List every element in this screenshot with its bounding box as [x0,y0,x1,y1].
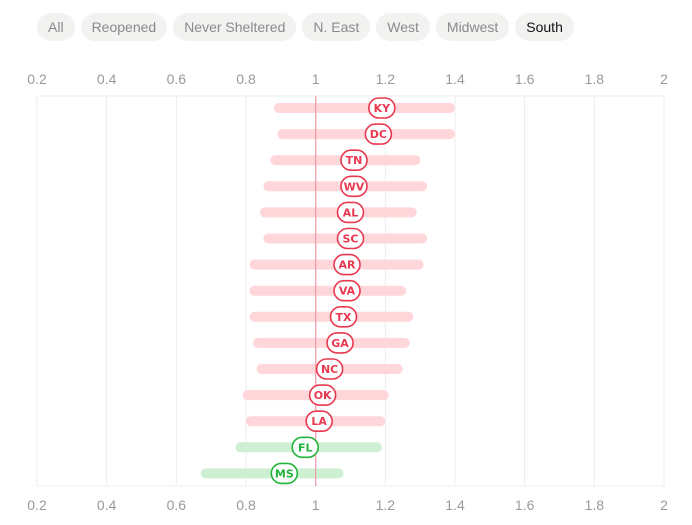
state-label: AR [339,259,357,272]
x-tick-label-bottom: 1.4 [445,497,465,513]
x-tick-label-top: 0.2 [27,71,47,87]
x-tick-label-bottom: 1 [312,497,320,513]
state-label: MS [275,467,294,480]
state-label: SC [343,233,359,246]
x-tick-label-top: 1.6 [515,71,535,87]
value-marker [291,436,320,459]
filter-never-sheltered[interactable]: Never Sheltered [173,13,297,41]
value-marker [364,123,393,145]
x-tick-label-top: 2 [660,71,668,87]
state-label: OK [314,389,332,402]
state-label: DC [370,128,387,141]
x-tick-label-top: 0.4 [97,71,117,87]
filter-midwest[interactable]: Midwest [435,13,510,41]
region-filter-bar: All Reopened Never Sheltered N. East West Mid… [37,13,574,41]
x-tick-label-bottom: 0.8 [236,497,256,513]
range-bar [249,285,407,296]
value-marker [326,332,354,354]
state-label: TX [336,311,353,324]
filter-west[interactable]: West [376,13,430,41]
x-tick-label-bottom: 1.6 [515,497,535,513]
x-tick-label-top: 1.4 [445,71,465,87]
filter-all[interactable]: All [37,13,75,41]
x-tick-label-bottom: 2 [660,497,668,513]
x-tick-label-bottom: 0.6 [167,497,187,513]
x-tick-label-top: 0.6 [167,71,187,87]
state-label: AL [343,206,359,219]
value-marker [336,227,365,250]
filter-south[interactable]: South [515,13,574,41]
x-tick-label-top: 0.8 [236,71,256,87]
state-label: GA [331,337,349,350]
value-marker [270,462,299,485]
data-row-ky[interactable] [273,103,455,113]
x-tick-label-top: 1.2 [376,71,396,87]
x-tick-label-bottom: 0.2 [27,497,47,513]
value-marker [333,253,361,276]
range-bar [273,103,455,113]
state-label: NC [321,363,338,376]
filter-reopened[interactable]: Reopened [80,13,168,41]
x-tick-label-bottom: 1.2 [376,497,396,513]
state-label: KY [374,102,392,115]
value-marker [336,201,365,224]
state-label: VA [339,285,356,298]
value-marker [315,358,344,380]
value-marker [308,384,337,406]
x-tick-label-top: 1 [312,71,320,87]
value-marker [333,279,361,302]
state-label: FL [298,441,313,454]
x-tick-label-bottom: 1.8 [585,497,605,513]
value-marker [329,305,358,328]
state-label: LA [311,415,327,428]
value-marker [340,149,368,171]
value-marker [340,175,368,198]
state-label: WV [344,180,365,193]
x-tick-label-bottom: 0.4 [97,497,117,513]
data-row-va[interactable] [249,285,407,296]
x-tick-label-top: 1.8 [585,71,605,87]
filter-n-east[interactable]: N. East [302,13,371,41]
value-marker [305,410,333,433]
state-label: TN [346,154,363,167]
value-marker [368,97,396,119]
